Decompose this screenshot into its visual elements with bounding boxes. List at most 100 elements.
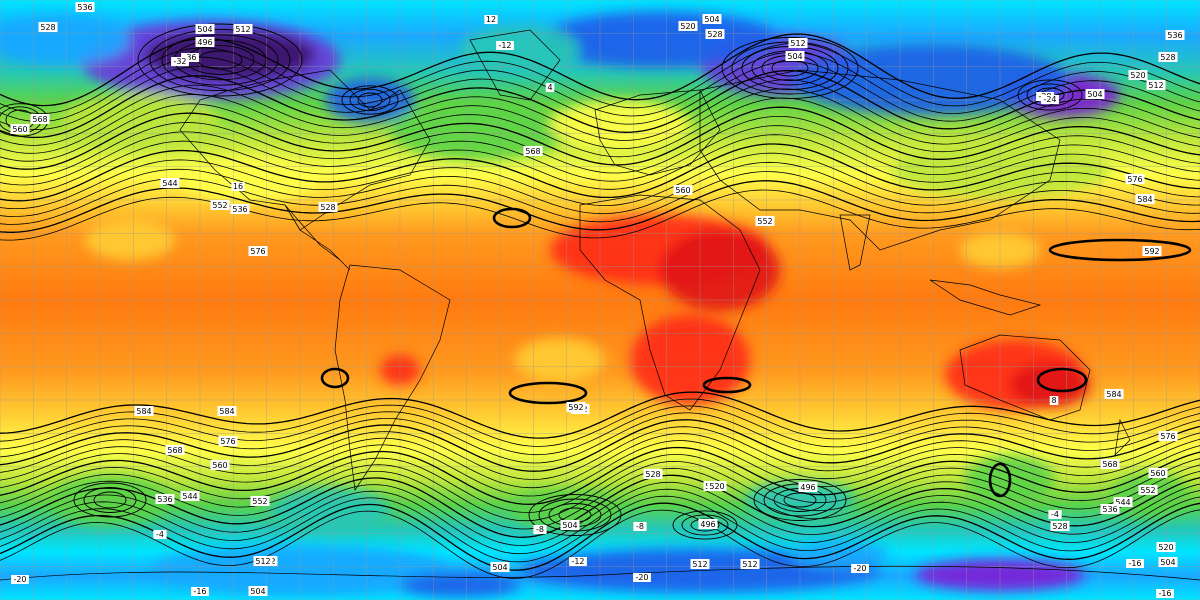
svg-text:512: 512 <box>235 25 250 34</box>
temperature-label: -16 <box>1126 559 1144 568</box>
svg-text:576: 576 <box>250 247 265 256</box>
contour-label: 552 <box>1138 485 1158 495</box>
svg-text:496: 496 <box>700 520 715 529</box>
closed-contour <box>538 498 612 532</box>
svg-text:560: 560 <box>675 186 690 195</box>
contour-line <box>0 454 1200 513</box>
svg-text:528: 528 <box>320 203 335 212</box>
coastline <box>594 89 721 176</box>
contour-label: 560 <box>210 460 230 470</box>
contour-label: 544 <box>180 491 200 501</box>
temperature-label: 8 <box>1049 396 1059 405</box>
bold-contour <box>1048 238 1192 262</box>
temperature-label: -8 <box>633 522 647 531</box>
contour-label: 568 <box>1100 459 1120 469</box>
contour-line <box>0 398 1200 447</box>
contour-line <box>0 419 1200 472</box>
contour-line <box>0 60 1200 130</box>
svg-text:560: 560 <box>212 461 227 470</box>
contour-label: 504 <box>1158 557 1178 567</box>
contour-line <box>0 440 1200 497</box>
svg-text:560: 560 <box>12 125 27 134</box>
contour-label: 552 <box>250 496 270 506</box>
closed-contour <box>161 34 279 86</box>
coastlines <box>0 29 1200 581</box>
contour-label: 528 <box>1158 52 1178 62</box>
bold-contour <box>1036 367 1088 393</box>
svg-text:584: 584 <box>219 407 234 416</box>
closed-contour <box>149 28 291 92</box>
contour-line <box>0 474 1200 538</box>
contour-line <box>0 116 1200 178</box>
bold-contour <box>320 367 350 389</box>
svg-text:-12: -12 <box>571 557 584 566</box>
closed-contour <box>137 23 303 97</box>
svg-text:-16: -16 <box>1128 559 1141 568</box>
closed-contour <box>528 494 622 536</box>
temperature-label: -24 <box>1041 95 1059 104</box>
svg-text:568: 568 <box>167 446 182 455</box>
contour-label: 496 <box>798 482 818 492</box>
coastline <box>699 69 1061 251</box>
svg-text:520: 520 <box>680 22 695 31</box>
anomaly-patch-sky-blue <box>0 15 130 65</box>
svg-text:-4: -4 <box>156 530 164 539</box>
svg-text:552: 552 <box>252 497 267 506</box>
coastline <box>839 214 871 271</box>
contour-label: 512 <box>233 24 253 34</box>
svg-text:544: 544 <box>1115 498 1130 507</box>
contour-label: 520 <box>1128 70 1148 80</box>
bold-contour <box>702 376 752 394</box>
closed-contour <box>357 92 383 108</box>
temperature-label: -8 <box>533 525 547 534</box>
svg-text:536: 536 <box>77 3 92 12</box>
temperature-label: -36 <box>181 53 199 62</box>
svg-text:-20: -20 <box>853 564 866 573</box>
anomaly-patch-red <box>630 315 750 405</box>
closed-contour <box>783 492 817 508</box>
contour-label: 592 <box>566 402 586 412</box>
anomaly-patch-light-orange <box>85 220 175 260</box>
contour-label: 536 <box>1100 504 1120 514</box>
svg-text:504: 504 <box>1160 558 1175 567</box>
contour-label: 520 <box>1156 542 1176 552</box>
contour-label: 496 <box>698 519 718 529</box>
contour-label: 576 <box>1125 174 1145 184</box>
svg-text:536: 536 <box>1167 31 1182 40</box>
contour-line <box>0 79 1200 146</box>
contour-label: 504 <box>195 24 215 34</box>
contour-label: 560 <box>10 124 30 134</box>
contour-label: 504 <box>1085 89 1105 99</box>
contour-line <box>0 481 1200 546</box>
svg-text:496: 496 <box>800 483 815 492</box>
geopotential-contours <box>0 23 1200 579</box>
contour-label: 576 <box>218 436 238 446</box>
temperature-label: -20 <box>851 564 869 573</box>
temperature-label: -4 <box>153 530 167 539</box>
svg-text:544: 544 <box>182 492 197 501</box>
svg-text:-20: -20 <box>13 575 26 584</box>
svg-text:504: 504 <box>492 563 507 572</box>
svg-text:504: 504 <box>250 587 265 596</box>
svg-text:552: 552 <box>212 201 227 210</box>
contour-label: 552 <box>210 200 230 210</box>
svg-text:520: 520 <box>709 482 724 491</box>
contour-label: 584 <box>1104 389 1124 399</box>
svg-text:-16: -16 <box>1158 589 1171 598</box>
contour-line <box>0 446 1200 505</box>
temperature-label: 12 <box>484 15 498 24</box>
contour-line <box>0 426 1200 480</box>
svg-text:528: 528 <box>40 23 55 32</box>
temperature-label: -4 <box>1048 510 1062 519</box>
svg-text:560: 560 <box>1150 469 1165 478</box>
svg-text:576: 576 <box>1127 175 1142 184</box>
svg-text:520: 520 <box>1158 543 1173 552</box>
contour-label: 512 <box>740 559 760 569</box>
coastline <box>284 204 351 271</box>
svg-text:512: 512 <box>742 560 757 569</box>
contour-label: 536 <box>230 204 250 214</box>
temperature-label: -16 <box>191 587 209 596</box>
svg-text:-16: -16 <box>193 587 206 596</box>
contour-label: 528 <box>1050 521 1070 531</box>
contour-line <box>0 412 1200 464</box>
